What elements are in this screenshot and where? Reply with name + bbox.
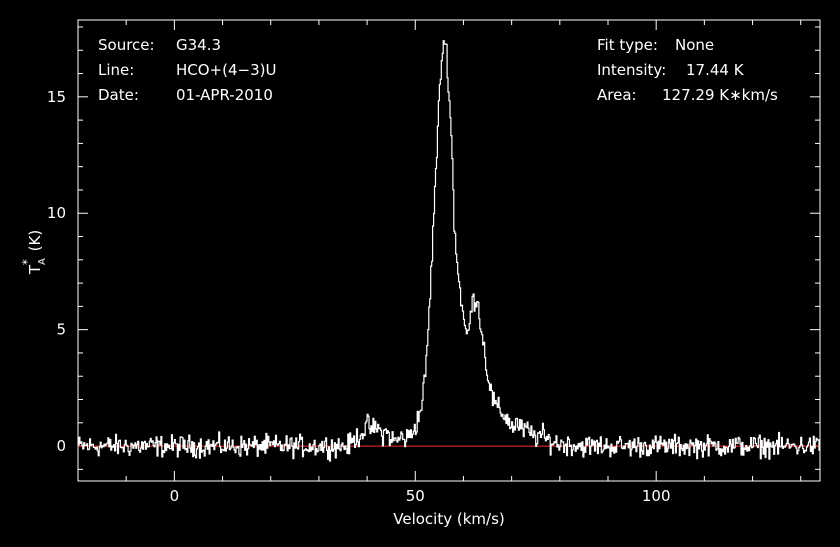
area-value: 127.29 K∗km/s [662,86,778,104]
y-tick-label: 5 [56,321,66,339]
intensity-label: Intensity: [597,61,666,79]
y-tick-label: 10 [47,204,66,222]
axis-ticks [77,20,820,481]
y-tick-label: 0 [56,437,66,455]
y-tick-label: 15 [47,88,66,106]
plot-frame [77,19,821,482]
date-value: 01-APR-2010 [176,86,273,104]
tick-labels: 0 50 100 0 5 10 15 [47,88,671,505]
x-tick-label: 0 [170,487,180,505]
y-axis-label-subscript: A [37,258,48,265]
x-tick-label: 100 [642,487,671,505]
source-label: Source: [98,36,155,54]
area-label: Area: [597,86,637,104]
intensity-value: 17.44 K [686,61,745,79]
fit-type-value: None [675,36,714,54]
x-axis-label: Velocity (km/s) [393,510,504,528]
line-value: HCO+(4−3)U [176,61,276,79]
date-label: Date: [98,86,139,104]
line-label: Line: [98,61,134,79]
y-axis-label-unit: (K) [26,230,44,256]
x-tick-label: 50 [406,487,425,505]
fit-type-label: Fit type: [597,36,658,54]
source-value: G34.3 [176,36,221,54]
spectrum-series-line [78,40,820,462]
y-axis-label-superscript: * [20,259,34,265]
